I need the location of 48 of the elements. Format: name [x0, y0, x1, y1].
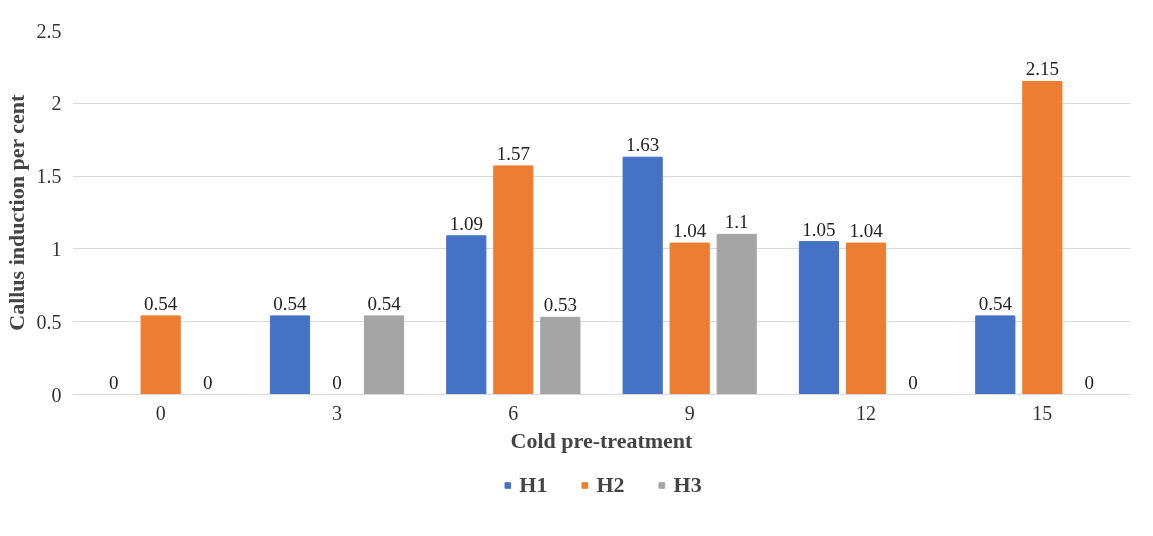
data-label: 0.54 — [978, 292, 1013, 314]
data-label: 1.04 — [673, 220, 707, 242]
y-tick-label: 0.5 — [36, 310, 62, 333]
bar — [798, 241, 840, 395]
bar — [716, 233, 757, 395]
data-label: 0.53 — [543, 294, 577, 316]
data-label: 0 — [908, 371, 918, 393]
data-label: 1.05 — [802, 218, 836, 240]
legend-label: H2 — [596, 472, 625, 498]
data-label: 0.54 — [144, 292, 178, 314]
bar — [540, 316, 581, 395]
legend-label: H1 — [519, 472, 548, 498]
bar — [1022, 80, 1063, 395]
data-label: 0 — [202, 371, 213, 393]
data-label: 0 — [1084, 371, 1095, 393]
data-label: 0.54 — [273, 292, 308, 314]
data-label: 0 — [108, 371, 119, 393]
legend-label: H3 — [673, 472, 702, 498]
x-tick-label: 6 — [508, 401, 519, 424]
data-label: 0 — [332, 371, 342, 393]
data-label: 2.15 — [1025, 58, 1059, 80]
x-tick-label: 15 — [1032, 401, 1053, 424]
bar — [269, 315, 311, 395]
bar — [363, 315, 405, 395]
x-tick-label: 9 — [684, 401, 695, 424]
bar — [493, 165, 534, 395]
x-tick-label: 12 — [856, 401, 876, 424]
bar — [622, 156, 663, 395]
y-axis-title: Callus induction per cent — [3, 93, 29, 331]
y-tick-label: 2.5 — [36, 19, 62, 42]
x-axis-title: Cold pre-treatment — [510, 427, 694, 453]
bar — [845, 242, 887, 395]
data-label: 1.1 — [724, 211, 749, 233]
bar — [140, 315, 181, 395]
y-tick-label: 0 — [51, 383, 62, 406]
bar — [446, 235, 487, 395]
bar — [669, 242, 710, 395]
bar — [975, 315, 1016, 395]
data-label: 1.63 — [626, 134, 660, 156]
y-tick-label: 1 — [51, 237, 62, 260]
data-label: 0.54 — [367, 292, 402, 314]
y-tick-label: 2 — [51, 92, 62, 115]
data-label: 1.04 — [849, 220, 884, 242]
x-tick-label: 3 — [332, 401, 342, 424]
x-tick-label: 0 — [155, 401, 166, 424]
data-label: 1.57 — [496, 142, 530, 164]
data-label: 1.09 — [449, 212, 483, 234]
y-tick-label: 1.5 — [36, 165, 62, 188]
